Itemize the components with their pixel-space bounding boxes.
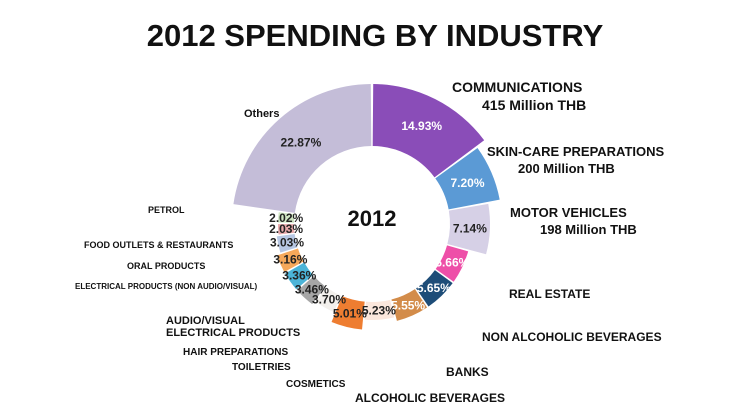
- slice-petrol: [278, 212, 295, 223]
- category-label-motor-vehicles: MOTOR VEHICLES: [510, 205, 627, 220]
- slice-toiletries: [315, 287, 341, 313]
- slice-communications: [372, 84, 485, 178]
- amount-label-communications: 415 Million THB: [482, 97, 586, 113]
- slice-banks: [391, 289, 428, 321]
- donut-slices: [233, 84, 500, 330]
- percent-label-audio-visual-electrical-products: 3.36%: [282, 268, 316, 282]
- slice-skin-care-preparations: [435, 148, 500, 210]
- category-label-communications: COMMUNICATIONS: [452, 79, 582, 95]
- category-label-real-estate: REAL ESTATE: [509, 287, 590, 301]
- category-label-banks: BANKS: [446, 365, 489, 379]
- slice-labels: 14.93% 7.20% 7.14% 5.66% 5.65% 5.55%5.23%5.01…: [75, 79, 665, 405]
- percent-label-others: 22.87%: [281, 136, 322, 150]
- category-label-cosmetics: COSMETICS: [286, 379, 346, 390]
- slice-alcoholic-beverages: [364, 299, 395, 321]
- slice-motor-vehicles: [447, 203, 491, 255]
- percent-label-hair-preparations: 3.46%: [295, 283, 329, 297]
- category-label-food-outlets-restaurants: FOOD OUTLETS & RESTAURANTS: [84, 240, 233, 250]
- category-label-toiletries: TOILETRIES: [232, 362, 291, 373]
- slice-oral-products: [276, 234, 298, 253]
- percent-label-motor-vehicles: 7.14%: [453, 221, 487, 235]
- slice-electrical-products-non-audio-visual: [277, 248, 304, 273]
- category-label-audio-visual-electrical-products-line-2: ELECTRICAL PRODUCTS: [166, 327, 300, 339]
- amount-label-motor-vehicles: 198 Million THB: [540, 222, 637, 237]
- category-label-others: Others: [244, 108, 279, 120]
- amount-label-skin-care-preparations: 200 Million THB: [518, 161, 615, 176]
- slice-real-estate: [435, 245, 469, 282]
- percent-label-toiletries: 3.70%: [312, 293, 346, 307]
- percent-label-petrol: 2.02%: [269, 211, 303, 225]
- chart-title: 2012 SPENDING BY INDUSTRY: [147, 18, 604, 53]
- percent-label-skin-care-preparations: 7.20%: [450, 176, 484, 190]
- slice-audio-visual-electrical-products: [285, 262, 313, 290]
- category-label-petrol: PETROL: [148, 205, 185, 215]
- center-label: 2012: [348, 206, 397, 231]
- category-label-hair-preparations: HAIR PREPARATIONS: [183, 347, 289, 358]
- category-label-non-alcoholic-beverages: NON ALCOHOLIC BEVERAGES: [482, 330, 662, 344]
- percent-label-real-estate: 5.66%: [435, 255, 469, 269]
- percent-label-food-outlets-restaurants: 2.03%: [269, 222, 303, 236]
- slice-food-outlets-restaurants: [278, 224, 295, 235]
- percent-label-alcoholic-beverages: 5.23%: [362, 304, 396, 318]
- slice-hair-preparations: [297, 275, 326, 305]
- slice-others: [233, 84, 372, 213]
- category-label-skin-care-preparations: SKIN-CARE PREPARATIONS: [487, 144, 665, 159]
- category-label-audio-visual-electrical-products-line-1: AUDIO/VISUAL: [166, 315, 245, 327]
- percent-label-electrical-products-non-audio-visual: 3.16%: [273, 253, 307, 267]
- category-label-oral-products: ORAL PRODUCTS: [127, 261, 205, 271]
- percent-label-non-alcoholic-beverages: 5.65%: [417, 281, 451, 295]
- percent-label-banks: 5.55%: [391, 298, 425, 312]
- percent-label-oral-products: 3.03%: [270, 236, 304, 250]
- slice-cosmetics: [331, 296, 365, 330]
- percent-label-cosmetics: 5.01%: [333, 306, 367, 320]
- percent-label-communications: 14.93%: [401, 119, 442, 133]
- category-label-electrical-products-non-audio-visual: ELECTRICAL PRODUCTS (NON AUDIO/VISUAL): [75, 282, 258, 291]
- slice-non-alcoholic-beverages: [416, 270, 453, 307]
- category-label-alcoholic-beverages: ALCOHOLIC BEVERAGES: [355, 391, 505, 405]
